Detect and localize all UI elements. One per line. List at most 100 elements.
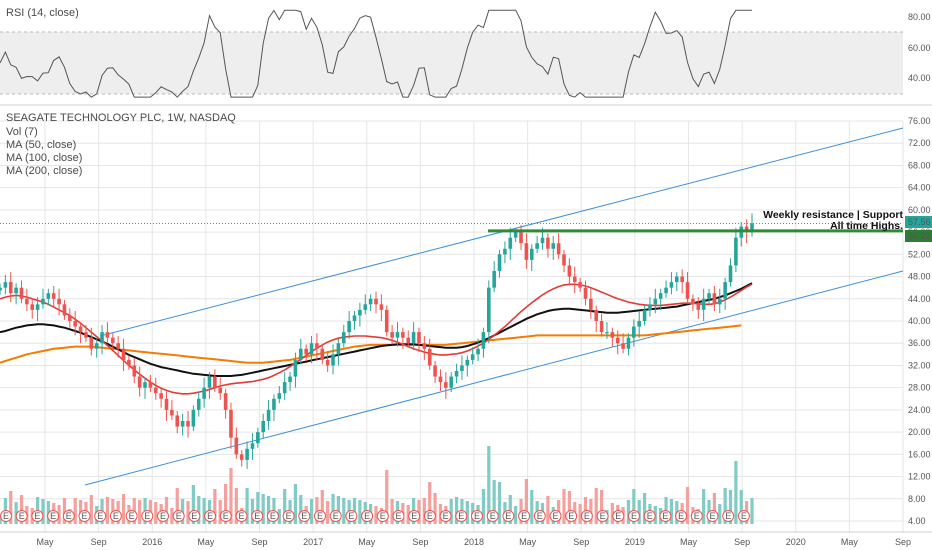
earnings-marker	[361, 510, 374, 522]
time-tick: 2016	[142, 537, 162, 547]
volume-bar	[712, 493, 716, 524]
candle-body	[696, 304, 701, 310]
candle-body	[245, 448, 249, 460]
candle-body	[143, 382, 147, 388]
volume-bar	[718, 504, 722, 524]
candle-body	[712, 293, 717, 305]
candle-body	[444, 382, 448, 388]
rsi-pane: RSI (14, close) 80.00 60.00 40.00	[0, 7, 931, 98]
time-tick: May	[680, 537, 698, 547]
candle-body	[648, 304, 652, 310]
candle-body	[610, 332, 615, 338]
candle-body	[406, 337, 411, 344]
volume-bar	[734, 461, 738, 524]
volume-bar	[121, 494, 126, 524]
time-axis[interactable]: May Sep 2016 May Sep 2017 May Sep 2018 May Sep 2019…	[36, 537, 911, 547]
candle-body	[46, 293, 51, 299]
candle-body	[14, 287, 18, 294]
candle-body	[621, 343, 625, 349]
candle-body	[723, 282, 727, 299]
rsi-title: RSI (14, close)	[6, 7, 79, 19]
ma50-line	[0, 283, 753, 395]
volume-bar	[454, 497, 459, 524]
price-tick: 64.00	[908, 183, 931, 193]
trend-channel[interactable]	[84, 127, 904, 486]
earnings-marker	[643, 510, 656, 522]
earnings-label: E	[662, 511, 668, 521]
candle-body	[191, 409, 196, 427]
time-tick: May	[197, 537, 215, 547]
volume-bar	[358, 500, 362, 524]
price-tick: 60.00	[908, 205, 931, 215]
candle-body	[73, 321, 77, 327]
candle-body	[94, 343, 99, 349]
volume-bar	[320, 490, 324, 524]
earnings-label: E	[113, 511, 119, 521]
earnings-label: E	[317, 511, 323, 521]
earnings-marker	[141, 510, 154, 522]
candle-body	[121, 348, 126, 360]
candle-body	[594, 309, 599, 321]
indicator-label[interactable]: MA (200, close)	[6, 165, 82, 177]
indicator-label[interactable]: MA (50, close)	[6, 139, 76, 151]
candle-body	[422, 343, 427, 349]
candle-body	[449, 376, 453, 388]
volume-bar	[245, 488, 249, 524]
earnings-label: E	[144, 511, 150, 521]
candle-body	[250, 443, 255, 449]
candle-body	[707, 293, 711, 299]
candle-body	[503, 248, 507, 255]
candle-body	[427, 348, 432, 366]
volume-bar	[57, 505, 61, 524]
earnings-label: E	[270, 511, 276, 521]
volume-bar	[336, 496, 340, 524]
candle-body	[546, 237, 550, 249]
volume-bar	[309, 499, 314, 524]
volume-bar	[524, 479, 528, 524]
volume-bar	[250, 499, 255, 524]
time-tick: 2017	[303, 537, 323, 547]
volume-bar	[41, 499, 45, 524]
price-axis[interactable]: 76.0072.0068.0064.0060.0056.0052.0048.00…	[908, 116, 931, 526]
rsi-tick: 60.00	[908, 43, 931, 53]
candle-body	[642, 309, 647, 321]
resistance-line[interactable]	[0, 222, 903, 233]
channel-lower	[84, 270, 904, 486]
earnings-label: E	[223, 511, 229, 521]
earnings-label: E	[66, 511, 72, 521]
candle-body	[513, 232, 518, 238]
candle-body	[626, 337, 631, 349]
indicator-label[interactable]: Vol (7)	[6, 126, 38, 138]
price-tick: 52.00	[908, 249, 931, 259]
volume-bar	[19, 495, 24, 524]
candle-body	[19, 287, 24, 299]
earnings-marker	[314, 510, 326, 522]
volume-bar	[89, 495, 93, 524]
candle-body	[293, 359, 298, 377]
candle-body	[379, 304, 384, 310]
candle-body	[411, 332, 416, 344]
candle-body	[196, 398, 201, 410]
earnings-marker	[659, 510, 672, 522]
volume-bar	[702, 489, 706, 524]
earnings-label: E	[584, 511, 590, 521]
volume-bar	[637, 500, 641, 524]
candle-body	[299, 348, 303, 360]
earnings-label: E	[725, 511, 731, 521]
earnings-marker	[408, 510, 421, 522]
volume-bar	[632, 489, 636, 524]
candle-body	[207, 376, 212, 388]
candle-body	[277, 393, 282, 399]
candle-body	[476, 348, 480, 355]
indicator-label[interactable]: MA (100, close)	[6, 152, 82, 164]
candle-body	[229, 409, 233, 438]
candle-body	[390, 332, 394, 338]
earnings-label: E	[647, 511, 653, 521]
candle-body	[572, 276, 577, 283]
volume-bar	[417, 500, 421, 524]
earnings-label: E	[81, 511, 87, 521]
earnings-marker	[219, 510, 232, 522]
volume-bar	[578, 504, 582, 524]
